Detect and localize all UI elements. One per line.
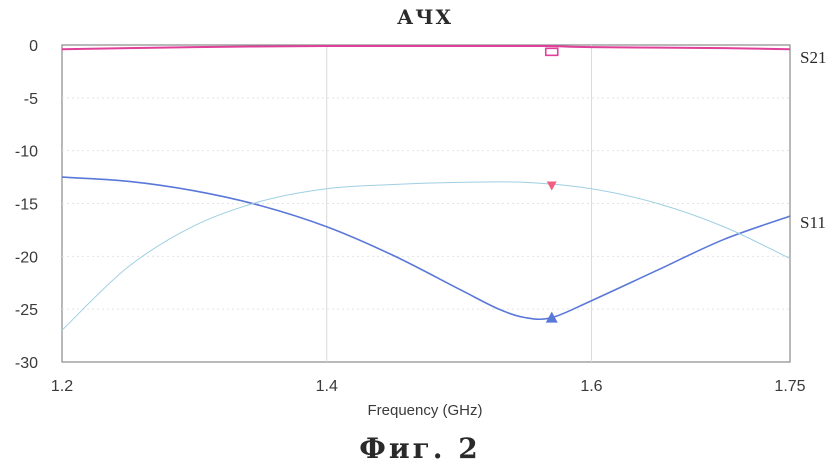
x-tick-label-0: 1.2 [51,378,73,395]
y-tick-label-0: 0 [29,38,38,55]
y-tick-label-5: -25 [15,302,38,319]
y-tick-label-2: -10 [15,144,38,161]
series-label-0: S21 [800,48,826,67]
y-tick-label-4: -20 [15,249,38,266]
chart-title: АЧХ [397,5,453,29]
y-tick-label-6: -30 [15,355,38,372]
x-tick-label-3: 1.75 [774,378,805,395]
series-label-1: S11 [800,213,826,232]
series-marker-0 [546,48,558,55]
figure-caption: Фиг. 2 [359,432,480,465]
y-tick-label-1: -5 [24,91,38,108]
y-tick-label-3: -15 [15,197,38,214]
x-axis-label: Frequency (GHz) [367,402,482,419]
x-tick-label-1: 1.4 [316,378,338,395]
x-tick-label-2: 1.6 [580,378,602,395]
plot-area [62,45,790,362]
